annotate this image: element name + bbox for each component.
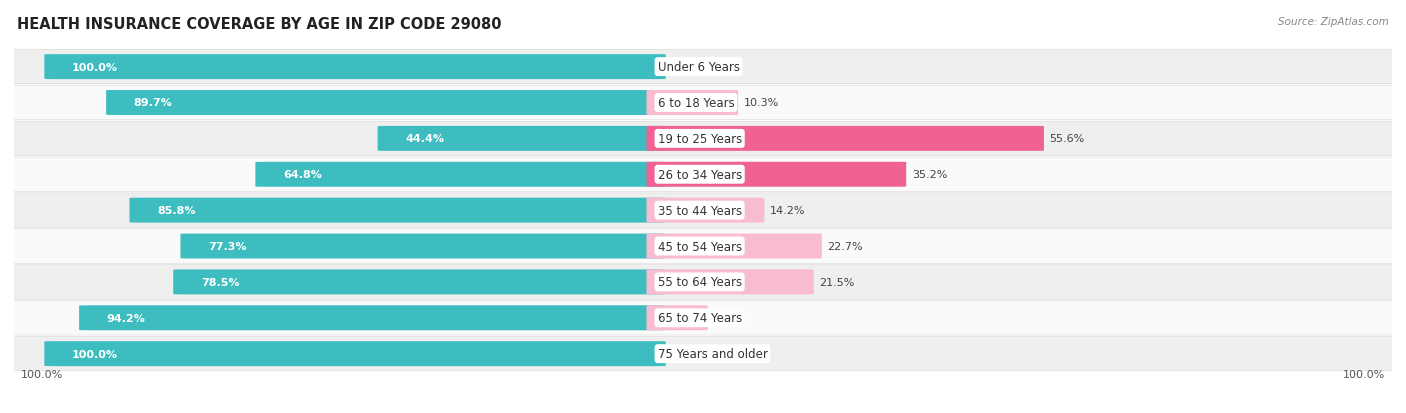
- Text: 10.3%: 10.3%: [744, 98, 779, 108]
- Text: 94.2%: 94.2%: [107, 313, 146, 323]
- Text: 77.3%: 77.3%: [208, 242, 246, 252]
- FancyBboxPatch shape: [45, 55, 666, 80]
- Text: 89.7%: 89.7%: [134, 98, 173, 108]
- FancyBboxPatch shape: [45, 342, 666, 366]
- FancyBboxPatch shape: [105, 91, 666, 116]
- Text: 45 to 54 Years: 45 to 54 Years: [658, 240, 741, 253]
- FancyBboxPatch shape: [0, 50, 1406, 85]
- Text: 75 Years and older: 75 Years and older: [658, 347, 768, 360]
- Text: 64.8%: 64.8%: [283, 170, 322, 180]
- Text: 100.0%: 100.0%: [21, 369, 63, 379]
- Text: 44.4%: 44.4%: [405, 134, 444, 144]
- FancyBboxPatch shape: [0, 86, 1406, 121]
- FancyBboxPatch shape: [79, 306, 666, 330]
- Text: Under 6 Years: Under 6 Years: [658, 61, 740, 74]
- FancyBboxPatch shape: [647, 234, 823, 259]
- Text: 78.5%: 78.5%: [201, 277, 239, 287]
- Text: 85.8%: 85.8%: [157, 206, 195, 216]
- FancyBboxPatch shape: [0, 158, 1406, 192]
- Text: 65 to 74 Years: 65 to 74 Years: [658, 311, 742, 325]
- Text: 100.0%: 100.0%: [72, 62, 118, 72]
- Text: 19 to 25 Years: 19 to 25 Years: [658, 133, 742, 145]
- Text: 55.6%: 55.6%: [1049, 134, 1084, 144]
- Text: 6 to 18 Years: 6 to 18 Years: [658, 97, 734, 110]
- FancyBboxPatch shape: [0, 265, 1406, 299]
- Text: 35.2%: 35.2%: [911, 170, 948, 180]
- Text: HEALTH INSURANCE COVERAGE BY AGE IN ZIP CODE 29080: HEALTH INSURANCE COVERAGE BY AGE IN ZIP …: [17, 17, 502, 31]
- Text: 55 to 64 Years: 55 to 64 Years: [658, 276, 741, 289]
- Text: 22.7%: 22.7%: [827, 242, 863, 252]
- Text: 14.2%: 14.2%: [770, 206, 806, 216]
- Text: 26 to 34 Years: 26 to 34 Years: [658, 169, 742, 181]
- FancyBboxPatch shape: [180, 234, 666, 259]
- FancyBboxPatch shape: [0, 337, 1406, 371]
- FancyBboxPatch shape: [647, 91, 738, 116]
- FancyBboxPatch shape: [0, 229, 1406, 263]
- FancyBboxPatch shape: [0, 122, 1406, 156]
- Text: Source: ZipAtlas.com: Source: ZipAtlas.com: [1278, 17, 1389, 26]
- FancyBboxPatch shape: [378, 127, 666, 152]
- FancyBboxPatch shape: [647, 270, 814, 294]
- FancyBboxPatch shape: [129, 198, 666, 223]
- Text: 35 to 44 Years: 35 to 44 Years: [658, 204, 741, 217]
- FancyBboxPatch shape: [647, 306, 707, 330]
- FancyBboxPatch shape: [647, 127, 1043, 152]
- Text: 5.8%: 5.8%: [713, 313, 741, 323]
- FancyBboxPatch shape: [0, 193, 1406, 228]
- FancyBboxPatch shape: [173, 270, 666, 294]
- FancyBboxPatch shape: [647, 162, 907, 187]
- Text: 100.0%: 100.0%: [72, 349, 118, 359]
- FancyBboxPatch shape: [0, 301, 1406, 335]
- Text: 100.0%: 100.0%: [1343, 369, 1385, 379]
- FancyBboxPatch shape: [256, 162, 666, 187]
- FancyBboxPatch shape: [647, 198, 765, 223]
- Text: 21.5%: 21.5%: [820, 277, 855, 287]
